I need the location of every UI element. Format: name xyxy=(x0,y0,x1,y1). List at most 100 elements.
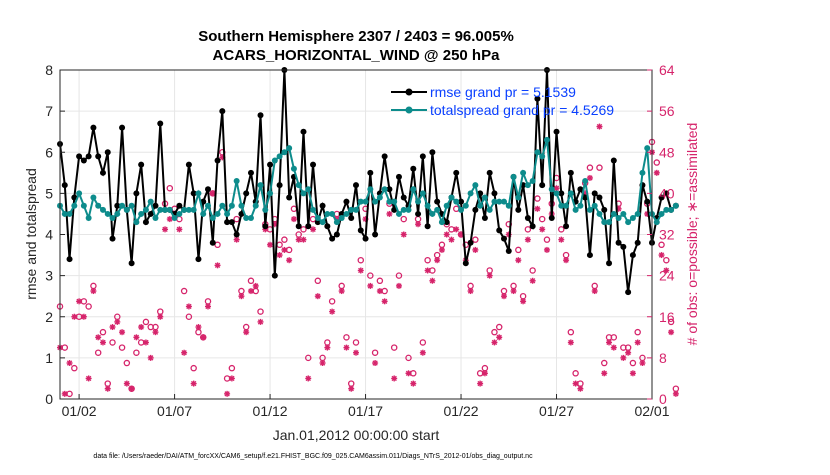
assimilated-marker-stroke xyxy=(148,355,154,361)
possible-obs-marker xyxy=(634,328,641,336)
spread-point xyxy=(629,215,636,222)
spread-point xyxy=(534,149,541,156)
rmse-point xyxy=(205,186,211,193)
rmse-point xyxy=(329,235,336,242)
spread-point xyxy=(400,206,407,213)
y2-tick-label: 48 xyxy=(659,144,675,160)
rmse-point xyxy=(310,161,317,168)
assimilated-obs-marker xyxy=(672,390,679,397)
spread-point xyxy=(395,210,402,217)
assimilated-obs-marker xyxy=(243,329,250,336)
assimilated-marker-stroke xyxy=(152,329,159,335)
rmse-point xyxy=(629,252,636,259)
spread-point xyxy=(114,210,121,217)
possible-obs-marker xyxy=(247,277,255,285)
rmse-point xyxy=(362,235,369,242)
assimilated-obs-marker xyxy=(572,380,579,387)
spread-point xyxy=(405,206,412,213)
possible-obs-marker xyxy=(405,354,412,362)
assimilated-obs-marker xyxy=(372,360,379,367)
rmse-point xyxy=(357,227,364,234)
assimilated-obs-marker xyxy=(109,324,116,331)
possible-obs-marker xyxy=(610,334,618,341)
spread-point xyxy=(477,202,484,209)
spread-point xyxy=(453,198,460,205)
spread-point xyxy=(142,206,149,213)
possible-obs-marker xyxy=(538,215,546,223)
assimilated-marker-stroke xyxy=(386,211,393,217)
assimilated-obs-marker xyxy=(353,349,359,356)
assimilated-obs-marker xyxy=(529,277,536,284)
x-tick-label: 01/17 xyxy=(348,403,383,419)
assimilated-obs-marker xyxy=(629,370,636,377)
assimilated-obs-marker xyxy=(329,308,336,315)
assimilated-obs-marker xyxy=(410,380,417,387)
spread-point xyxy=(61,210,68,217)
possible-obs-marker xyxy=(142,318,150,326)
rmse-point xyxy=(66,256,73,263)
assimilated-marker-stroke xyxy=(267,242,273,248)
rmse-line xyxy=(59,69,677,293)
spread-point xyxy=(243,215,250,222)
rmse-point xyxy=(348,215,355,222)
y2-tick-label: 32 xyxy=(659,227,675,243)
spread-point xyxy=(572,206,579,213)
assimilated-obs-marker xyxy=(438,246,445,253)
rmse-point xyxy=(524,215,531,222)
rmse-point xyxy=(353,182,359,189)
assimilated-marker-stroke xyxy=(133,334,140,341)
spread-point xyxy=(362,198,369,205)
y-tick-label: 4 xyxy=(45,227,53,243)
assimilated-marker-stroke xyxy=(315,293,321,299)
rmse-point xyxy=(233,231,240,238)
rmse-point xyxy=(620,243,627,250)
assimilated-obs-marker xyxy=(128,385,135,392)
spread-point xyxy=(668,206,675,213)
spread-point xyxy=(80,202,87,209)
spread-point xyxy=(200,210,207,217)
possible-obs-marker xyxy=(567,328,575,336)
legend-rmse-label: rmse grand pr = 5.1539 xyxy=(430,84,576,100)
assimilated-marker-stroke xyxy=(105,386,111,392)
assimilated-marker-stroke xyxy=(143,339,149,346)
assimilated-marker-stroke xyxy=(253,283,259,289)
assimilated-obs-marker xyxy=(448,236,455,243)
rmse-point xyxy=(314,219,321,226)
x-tick-label: 01/27 xyxy=(539,403,574,419)
rmse-point xyxy=(228,219,235,226)
rmse-point xyxy=(381,153,388,160)
rmse-point xyxy=(185,161,192,168)
assimilated-obs-marker xyxy=(90,288,97,295)
assimilated-obs-marker xyxy=(314,293,321,300)
assimilated-obs-marker xyxy=(434,257,441,264)
assimilated-obs-marker xyxy=(563,257,570,264)
chart-title-line1: Southern Hemisphere 2307 / 2403 = 96.005… xyxy=(198,28,514,45)
spread-point xyxy=(472,182,479,189)
assimilated-obs-marker xyxy=(386,210,393,217)
assimilated-obs-marker xyxy=(606,339,613,346)
rmse-point xyxy=(644,198,651,205)
assimilated-marker-stroke xyxy=(90,288,97,294)
spread-point xyxy=(95,202,102,209)
assimilated-obs-marker xyxy=(596,123,603,130)
rmse-point xyxy=(548,215,555,222)
assimilated-obs-marker xyxy=(257,318,264,325)
assimilated-marker-stroke xyxy=(128,386,135,392)
assimilated-marker-stroke xyxy=(100,339,106,346)
spread-point xyxy=(424,202,431,209)
spread-point xyxy=(438,219,445,226)
rmse-point xyxy=(486,169,493,176)
possible-obs-marker xyxy=(94,349,102,356)
spread-point xyxy=(429,210,436,217)
assimilated-obs-marker xyxy=(205,303,211,310)
assimilated-marker-stroke xyxy=(71,314,78,320)
rmse-point xyxy=(195,256,202,263)
rmse-point xyxy=(386,186,393,193)
possible-obs-marker xyxy=(601,359,608,367)
x-tick-label: 02/01 xyxy=(634,403,669,419)
rmse-point xyxy=(367,169,374,176)
assimilated-obs-marker xyxy=(443,231,450,238)
assimilated-marker-stroke xyxy=(229,375,235,382)
x-tick-label: 01/12 xyxy=(253,403,288,419)
assimilated-obs-marker xyxy=(238,293,245,300)
